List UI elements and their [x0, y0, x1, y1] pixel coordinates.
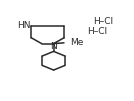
Text: H–Cl: H–Cl — [93, 17, 113, 26]
Text: N: N — [50, 42, 57, 51]
Text: H–Cl: H–Cl — [87, 27, 107, 36]
Text: Me: Me — [70, 38, 84, 47]
Text: HN: HN — [17, 21, 30, 30]
